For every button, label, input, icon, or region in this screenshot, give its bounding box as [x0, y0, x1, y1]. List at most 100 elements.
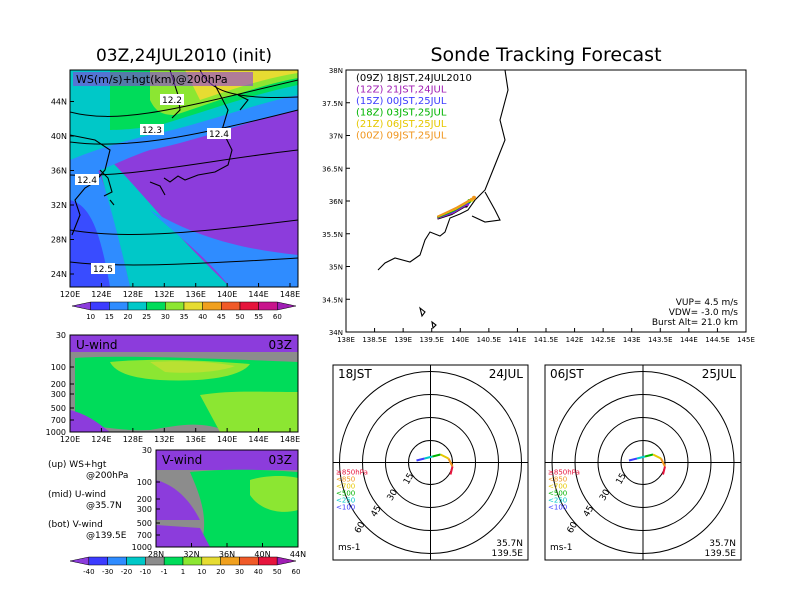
wind-colorbar-swatch [69, 556, 90, 566]
note-line2: @200hPa [86, 471, 128, 481]
wind-colorbar-swatch [276, 556, 297, 566]
track-x-label: 145E [737, 336, 755, 344]
note-line1: (up) WS+hgt [48, 460, 107, 470]
hodograph-legend-entry: <500 [336, 490, 355, 498]
v-y-label: 1000 [132, 543, 152, 552]
hodograph-unit: ms-1 [550, 543, 572, 553]
ws-colorbar-label: 10 [86, 313, 95, 321]
ws-map-x-label: 128E [123, 290, 143, 299]
note-line1: (mid) U-wind [48, 490, 106, 500]
ws-colorbar-swatch [239, 301, 259, 311]
hodograph-legend-entry: ≥850hPa [548, 469, 580, 477]
hodograph-lon: 139.5E [492, 549, 524, 559]
track-series-line [437, 196, 475, 218]
ws-map-label: WS(m/s)+hgt(km)@200hPa [76, 73, 228, 86]
hodograph-time: 06JST [550, 367, 584, 381]
u-x-label: 136E [186, 435, 206, 444]
track-legend-entry: (15Z) 00JST,25JUL [356, 96, 447, 107]
u-y-label: 100 [51, 363, 66, 372]
wind-colorbar-label: 30 [235, 568, 244, 576]
coastline [377, 70, 509, 271]
u-wind-time: 03Z [269, 338, 293, 352]
wind-colorbar-label: 60 [292, 568, 301, 576]
hodograph-ring-label: 45 [582, 504, 596, 519]
v-y-label: 700 [137, 531, 152, 540]
hodograph-trace [636, 455, 646, 460]
ws-colorbar-label: 15 [105, 313, 114, 321]
hodograph-legend-entry: <500 [548, 490, 567, 498]
wind-colorbar-swatch [182, 556, 203, 566]
wind-colorbar-label: -40 [83, 568, 94, 576]
ws-map-y-label: 32N [51, 201, 67, 210]
wind-colorbar-swatch [201, 556, 221, 566]
track-legend-entry: (21Z) 06JST,25JUL [356, 119, 447, 130]
wind-colorbar-label: -20 [121, 568, 132, 576]
wind-colorbar-swatch [88, 556, 108, 566]
ws-colorbar-swatch [90, 301, 110, 311]
hodograph-legend-entry: <700 [336, 483, 355, 491]
track-y-label: 38N [329, 67, 343, 75]
wind-colorbar-swatch [163, 556, 184, 566]
track-x-label: 141E [509, 336, 527, 344]
v-x-label: 44N [290, 550, 306, 559]
wind-colorbar-label: -10 [140, 568, 151, 576]
track-x-label: 138E [337, 336, 355, 344]
ws-colorbar-label: 55 [254, 313, 263, 321]
ws-map-y-label: 40N [51, 132, 67, 141]
u-y-label: 300 [51, 390, 66, 399]
hodograph-lat: 35.7N [496, 539, 523, 549]
track-y-label: 36N [329, 198, 343, 206]
wind-colorbar-label: 10 [197, 568, 206, 576]
track-x-label: 139.5E [419, 336, 443, 344]
v-x-label: 36N [219, 550, 235, 559]
wind-colorbar-label: 50 [273, 568, 282, 576]
u-x-label: 128E [123, 435, 143, 444]
track-y-label: 37N [329, 133, 343, 141]
track-x-label: 140E [451, 336, 469, 344]
wind-colorbar-swatch [220, 556, 240, 566]
track-y-label: 35.5N [322, 231, 343, 239]
note-line1: (bot) V-wind [48, 520, 103, 530]
v-x-label: 32N [183, 550, 199, 559]
track-legend-entry: (09Z) 18JST,24JUL2010 [356, 73, 472, 84]
track-x-label: 144E [680, 336, 698, 344]
hodograph-trace [652, 453, 662, 460]
track-x-label: 139E [394, 336, 412, 344]
hodograph-lon: 139.5E [705, 549, 737, 559]
u-x-label: 120E [60, 435, 80, 444]
wind-colorbar: -40 -30 -20 -10 -1 1 10 20 30 40 50 60 [69, 556, 301, 576]
hodograph-legend-entry: <850 [548, 476, 567, 484]
ws-colorbar-swatch [202, 301, 222, 311]
v-y-label: 500 [137, 519, 152, 528]
u-y-label: 1000 [46, 428, 66, 437]
ws-map-x-label: 120E [60, 290, 80, 299]
svg-text:12.2: 12.2 [162, 96, 182, 106]
ws-map-x-label: 140E [217, 290, 237, 299]
hodograph-date: 24JUL [489, 367, 524, 381]
ws-colorbar-swatch [146, 301, 166, 311]
track-legend-entry: (00Z) 09JST,25JUL [356, 131, 447, 142]
track-y-label: 35N [329, 264, 343, 272]
hodograph-trace [432, 453, 441, 458]
v-x-label: 40N [254, 550, 270, 559]
u-wind-label: U-wind [76, 338, 117, 352]
hodograph-ring-label: 45 [369, 504, 383, 519]
note-line2: @35.7N [86, 501, 122, 511]
u-y-label: 500 [51, 404, 66, 413]
right-panel-title: Sonde Tracking Forecast [430, 44, 661, 66]
ws-colorbar-label: 20 [124, 313, 133, 321]
ws-map-x-label: 148E [280, 290, 300, 299]
ws-map-y-label: 44N [51, 98, 67, 107]
wind-colorbar-label: 40 [254, 568, 263, 576]
hodograph-legend-entry: <100 [336, 504, 355, 512]
v-y-label: 100 [137, 478, 152, 487]
left-panel-title: 03Z,24JUL2010 (init) [96, 46, 272, 66]
hodograph-trace [447, 458, 454, 467]
v-wind-time: 03Z [269, 453, 293, 467]
ws-map-x-label: 144E [248, 290, 268, 299]
ws-colorbar-swatch [221, 301, 241, 311]
contour-label-5: 12.5 [91, 263, 115, 275]
u-x-label: 132E [154, 435, 174, 444]
